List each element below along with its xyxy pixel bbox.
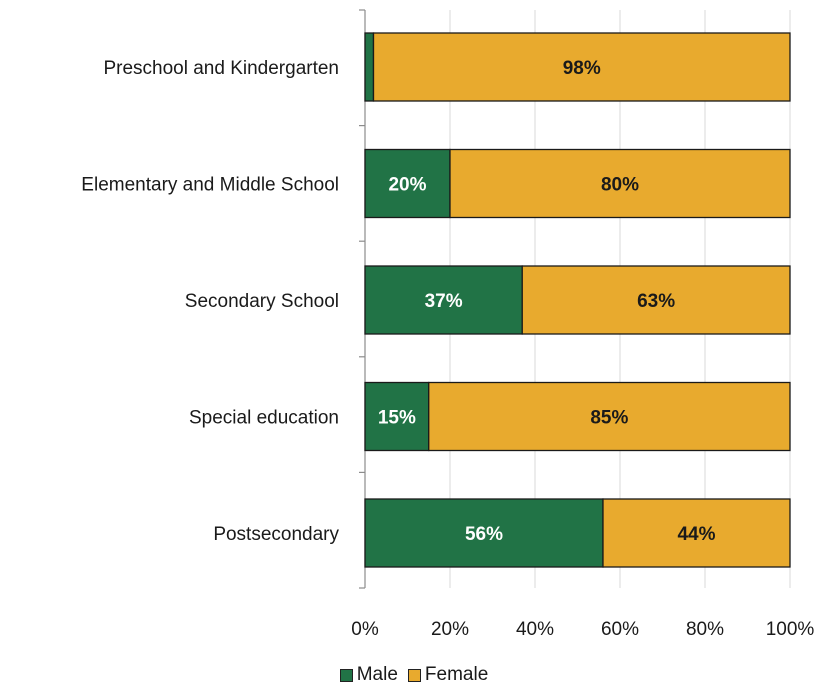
legend: Male Female <box>0 664 828 686</box>
bar-male-preschool-and-kindergarten <box>364 32 375 102</box>
data-label-male-postsecondary: 56% <box>465 524 503 545</box>
x-tick-label: 20% <box>431 619 469 640</box>
bar-male-special-education <box>364 381 430 452</box>
legend-swatch-male <box>339 668 353 682</box>
legend-item-female: Female <box>407 664 489 686</box>
y-axis <box>359 9 366 589</box>
bar-female-preschool-and-kindergarten <box>372 32 791 102</box>
bar-male-secondary-school <box>364 265 523 335</box>
legend-label-male: Male <box>356 664 398 685</box>
legend-label-female: Female <box>424 664 489 685</box>
data-label-female-secondary-school: 63% <box>637 291 675 312</box>
data-label-male-special-education: 15% <box>378 408 416 429</box>
bar-female-special-education <box>428 381 791 452</box>
category-labels: Preschool and Kindergarten Elementary and… <box>81 58 339 545</box>
x-tick-label: 0% <box>351 619 379 640</box>
category-label-postsecondary: Postsecondary <box>213 524 339 545</box>
category-label-preschool-and-kindergarten: Preschool and Kindergarten <box>103 58 339 79</box>
data-label-male-secondary-school: 37% <box>425 291 463 312</box>
bars: 98% 20% 80% 37% 63% 15% 85% 56% 44% <box>364 32 791 568</box>
legend-swatch-female <box>407 668 421 682</box>
data-label-female-special-education: 85% <box>590 408 628 429</box>
data-label-female-postsecondary: 44% <box>677 524 715 545</box>
x-tick-label: 60% <box>601 619 639 640</box>
data-label-female-preschool-and-kindergarten: 98% <box>563 58 601 79</box>
bar-female-elementary-and-middle-school <box>449 148 791 219</box>
bar-male-elementary-and-middle-school <box>364 148 451 219</box>
data-label-male-elementary-and-middle-school: 20% <box>388 175 426 196</box>
legend-item-male: Male <box>339 664 398 686</box>
category-label-elementary-and-middle-school: Elementary and Middle School <box>81 175 339 196</box>
category-label-special-education: Special education <box>189 408 339 429</box>
x-tick-labels: 0% 20% 40% 60% 80% 100% <box>351 619 814 640</box>
x-tick-label: 100% <box>766 619 815 640</box>
category-label-secondary-school: Secondary School <box>185 291 339 312</box>
data-label-female-elementary-and-middle-school: 80% <box>601 175 639 196</box>
bar-female-secondary-school <box>521 265 791 335</box>
x-tick-label: 40% <box>516 619 554 640</box>
bar-female-postsecondary <box>602 498 791 568</box>
x-tick-label: 80% <box>686 619 724 640</box>
